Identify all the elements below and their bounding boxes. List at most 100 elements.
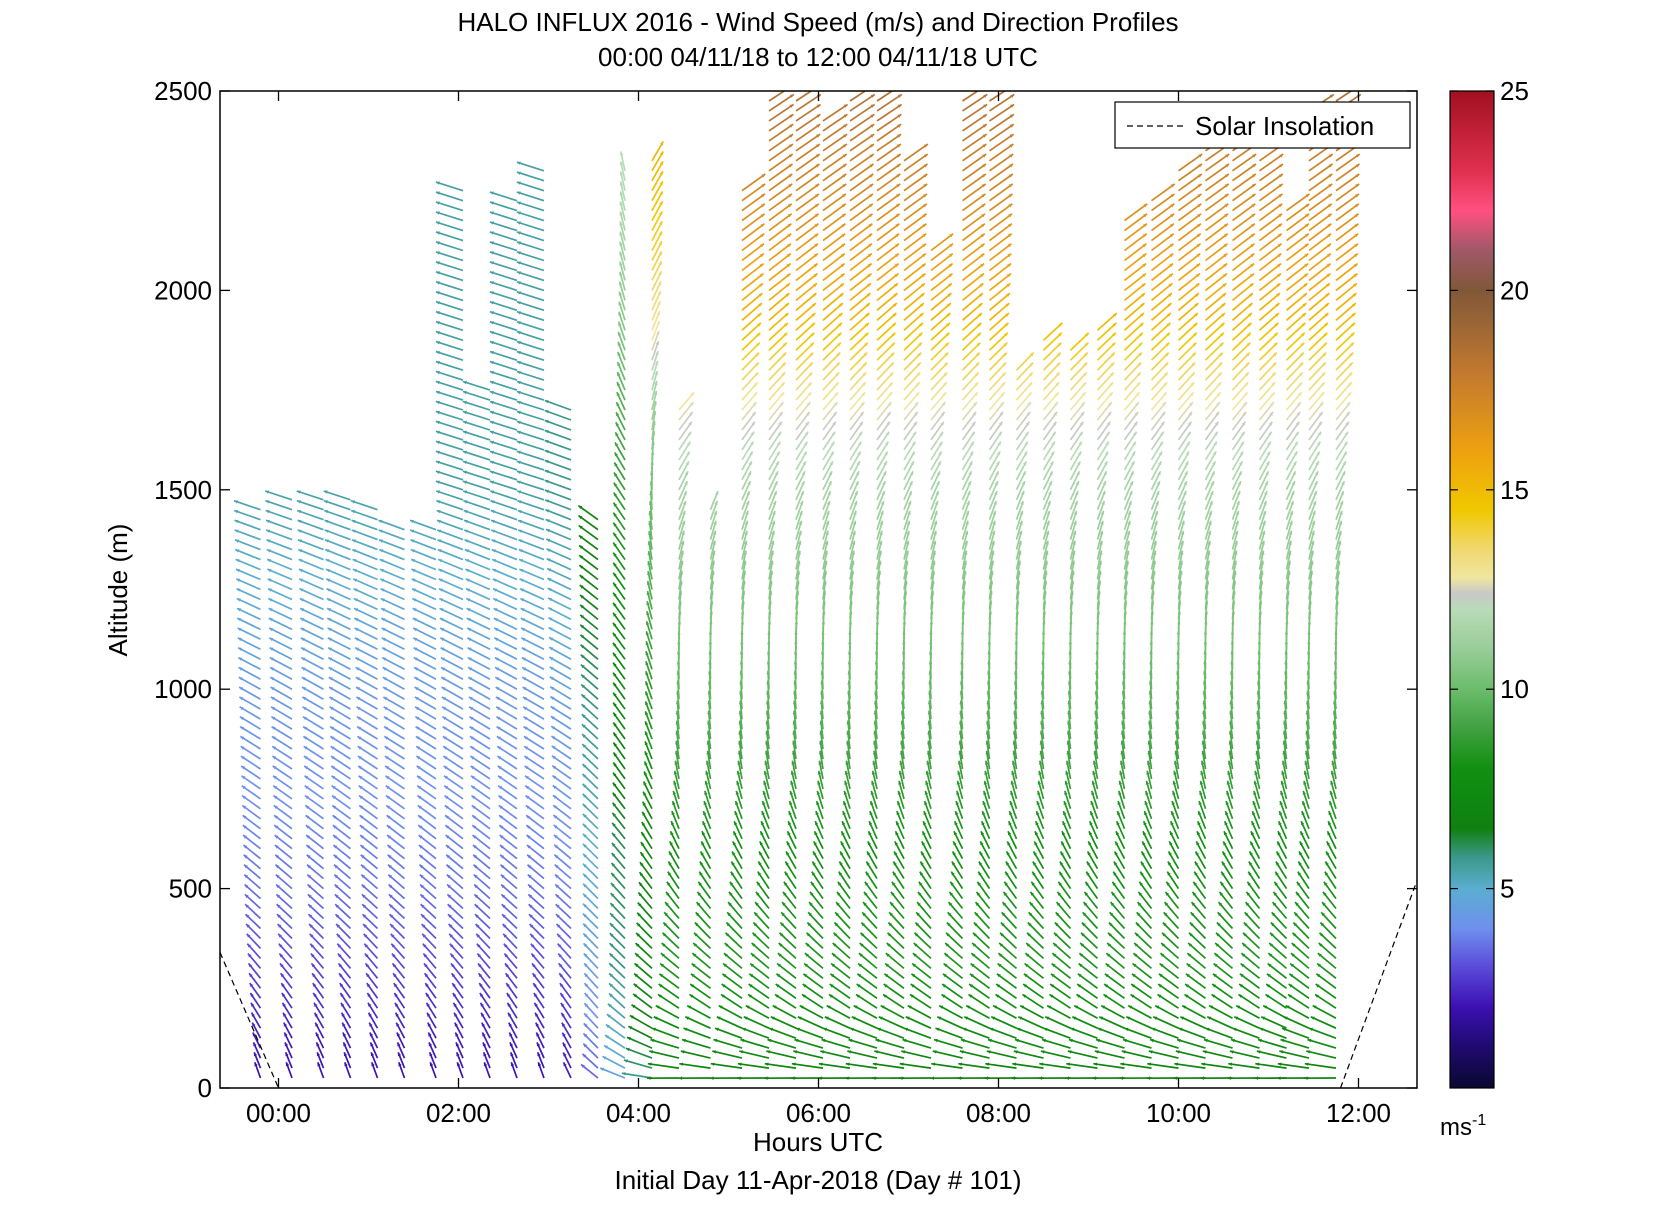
wind-vector-arrowhead — [351, 510, 356, 514]
wind-vector — [497, 775, 518, 790]
wind-vector-arrowhead — [805, 943, 810, 947]
wind-vector — [544, 489, 572, 501]
wind-vector — [435, 310, 464, 322]
wind-vector — [826, 1004, 851, 1019]
wind-vector — [1026, 932, 1045, 950]
wind-vector — [300, 627, 324, 641]
wind-vector — [876, 153, 902, 172]
wind-vector — [266, 558, 293, 571]
wind-vector-arrowhead — [309, 933, 314, 938]
wind-vector-arrowhead — [1067, 1050, 1072, 1054]
wind-vector-arrowhead — [241, 785, 246, 790]
wind-vector-arrowhead — [462, 440, 467, 445]
wind-vector-arrowhead — [425, 983, 429, 987]
wind-vector-arrowhead — [923, 811, 927, 816]
wind-vector — [1015, 431, 1030, 451]
wind-vector — [463, 499, 491, 511]
wind-vector-arrowhead — [583, 1023, 588, 1028]
wind-vector-arrowhead — [583, 883, 587, 888]
wind-vector — [911, 962, 932, 979]
wind-vector-arrowhead — [297, 519, 302, 524]
wind-vector-arrowhead — [756, 332, 761, 337]
wind-vector-arrowhead — [481, 1012, 485, 1017]
wind-vector-arrowhead — [329, 697, 334, 701]
wind-vector — [768, 213, 793, 232]
wind-vector-arrowhead — [456, 1052, 460, 1057]
wind-vector — [858, 952, 878, 970]
wind-vector-arrowhead — [343, 1042, 347, 1047]
wind-vector-arrowhead — [240, 736, 245, 740]
wind-vector-arrowhead — [334, 894, 339, 899]
wind-vector-arrowhead — [920, 293, 925, 297]
wind-vector — [768, 193, 793, 212]
wind-vector-arrowhead — [890, 902, 894, 906]
wind-vector-arrowhead — [368, 1002, 372, 1007]
wind-vector-arrowhead — [516, 161, 521, 165]
wind-vector — [768, 421, 783, 441]
wind-vector — [328, 696, 351, 710]
wind-vector-arrowhead — [238, 657, 243, 661]
wind-vector-arrowhead — [893, 861, 897, 866]
wind-vector — [1096, 312, 1118, 331]
wind-vector-arrowhead — [755, 902, 759, 906]
wind-vector-arrowhead — [283, 1012, 287, 1017]
wind-vector-arrowhead — [362, 914, 367, 918]
wind-vector-arrowhead — [502, 924, 507, 928]
wind-profile-column — [763, 91, 822, 1080]
wind-vector — [650, 1038, 680, 1049]
wind-vector-arrowhead — [843, 104, 848, 108]
wind-vector — [1025, 942, 1045, 960]
wind-vector-arrowhead — [645, 641, 649, 646]
wind-vector-arrowhead — [327, 618, 332, 622]
wind-vector — [469, 735, 491, 750]
wind-vector-arrowhead — [887, 411, 891, 416]
wind-vector — [492, 578, 518, 591]
wind-vector-arrowhead — [716, 1016, 721, 1020]
wind-vector — [466, 607, 491, 621]
wind-vector-arrowhead — [489, 211, 494, 215]
wind-vector-arrowhead — [922, 203, 927, 208]
wind-vector — [1015, 401, 1032, 421]
wind-vector-arrowhead — [829, 984, 834, 988]
wind-vector-arrowhead — [613, 522, 617, 527]
wind-vector — [821, 1038, 851, 1049]
wind-vector — [412, 607, 437, 621]
wind-vector — [470, 785, 491, 800]
wind-vector — [438, 568, 464, 581]
wind-vector-arrowhead — [1030, 352, 1034, 357]
wind-vector-arrowhead — [435, 191, 440, 195]
wind-vector-arrowhead — [1091, 780, 1096, 785]
wind-vector-arrowhead — [1074, 501, 1078, 505]
wind-vector — [435, 490, 464, 501]
wind-vector — [1079, 942, 1099, 960]
wind-vector — [1049, 983, 1071, 999]
wind-vector — [998, 942, 1018, 960]
wind-vector-arrowhead — [1107, 411, 1112, 416]
wind-vector-arrowhead — [921, 841, 925, 846]
wind-vector-arrowhead — [1018, 550, 1022, 555]
wind-vector-arrowhead — [655, 1005, 660, 1009]
wind-vector-arrowhead — [694, 922, 699, 927]
wind-vector-arrowhead — [480, 1002, 484, 1007]
wind-vector — [876, 123, 902, 142]
wind-vector — [903, 421, 918, 441]
wind-vector — [301, 696, 324, 710]
wind-vector-arrowhead — [605, 1035, 609, 1039]
wind-vector — [304, 804, 325, 820]
wind-vector-arrowhead — [983, 104, 988, 108]
wind-vector-arrowhead — [1092, 1076, 1097, 1080]
wind-vector — [1022, 983, 1044, 999]
wind-vector-arrowhead — [266, 529, 271, 533]
wind-vector-arrowhead — [784, 871, 789, 876]
wind-vector-arrowhead — [638, 892, 642, 897]
wind-vector-arrowhead — [272, 746, 277, 750]
wind-vector-arrowhead — [918, 881, 923, 886]
wind-vector-arrowhead — [641, 821, 646, 826]
wind-vector-arrowhead — [383, 687, 388, 691]
wind-vector — [878, 1016, 905, 1029]
wind-vector-arrowhead — [700, 851, 704, 856]
wind-vector — [463, 529, 491, 541]
wind-vector — [961, 322, 982, 341]
wind-vector-arrowhead — [361, 884, 366, 889]
wind-vector — [240, 745, 261, 760]
